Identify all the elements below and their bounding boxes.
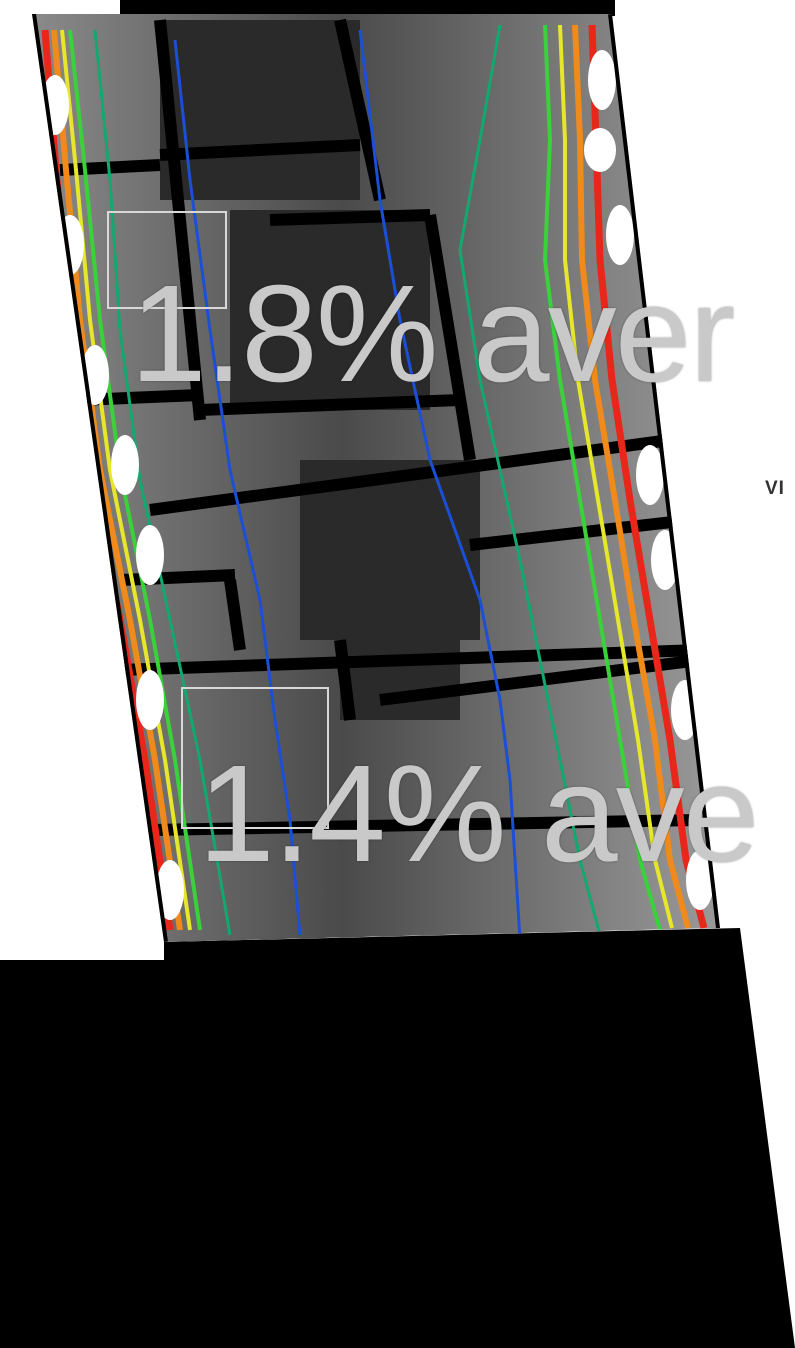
black-lower-area [0,928,795,1348]
core-blocks [160,20,480,720]
zone-box-bottom[interactable] [181,687,329,829]
contour-yellow [60,24,674,931]
top-zone-average-label: 1.8% aver [130,257,735,411]
bottom-zone-average-label: 1.4% ave [198,737,759,891]
contour-teal [93,24,602,936]
side-caption: VI [765,478,785,499]
black-top-bar [120,0,615,16]
facade-mullions [32,14,720,942]
contour-blue [173,29,522,941]
zone-box-top[interactable] [107,211,227,309]
